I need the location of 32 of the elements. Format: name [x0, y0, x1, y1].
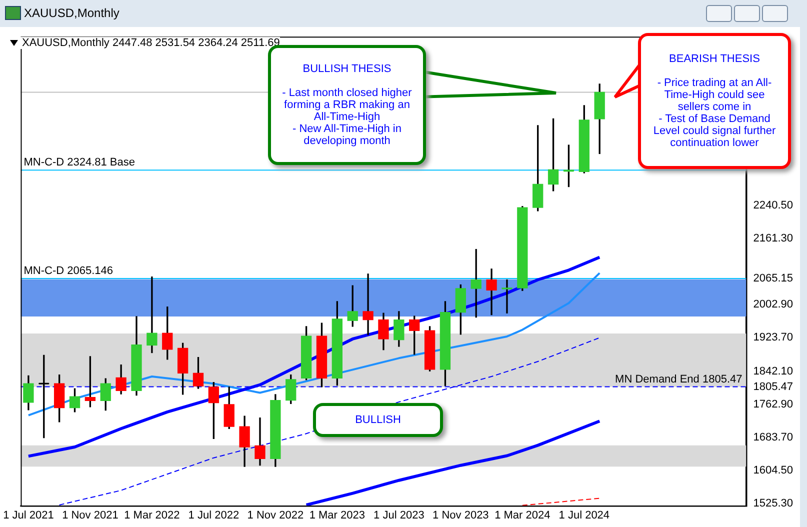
x-tick-label: 1 Jul 2023: [374, 509, 424, 522]
x-tick-label: 1 Mar 2024: [494, 509, 550, 522]
annotation: BULLISH: [355, 414, 401, 426]
y-tick-label: 2002.90: [753, 298, 794, 310]
ref-line-label: MN-C-D 2324.81 Base: [24, 156, 136, 169]
y-tick-label: 2161.30: [753, 232, 794, 244]
chart-title: XAUUSD,Monthly: [24, 6, 120, 20]
y-tick-label: 1842.10: [753, 365, 794, 378]
ref-line-label: MN Demand End 1805.47: [615, 373, 742, 386]
x-tick-label: 1 Mar 2022: [124, 509, 180, 522]
y-tick-label: 1525.30: [753, 498, 794, 510]
annotation: BULLISH THESIS - Last month closed higher forming a RBR making an All-Time-High - New All-Time-High in developing month: [281, 63, 413, 147]
y-tick-label: 1683.70: [753, 432, 794, 444]
x-tick-label: 1 Jul 2024: [558, 509, 610, 522]
y-tick-label: 1923.70: [753, 331, 794, 344]
x-tick-label: 1 Nov 2023: [432, 509, 489, 522]
candlestick: [146, 276, 158, 354]
x-tick-label: 1 Jul 2021: [3, 509, 54, 522]
annotation: BEARISH THESIS - Price trading at an All-Time-High could see sellers come in - Test of Base Demand Level could signal further continuation lower: [652, 53, 777, 149]
y-tick-label: 1762.90: [753, 398, 794, 411]
x-tick-label: 1 Mar 2023: [309, 509, 365, 522]
y-tick-label: 2240.50: [753, 199, 794, 212]
y-tick-label: 1604.50: [753, 464, 794, 477]
y-tick-label: 2065.15: [753, 272, 794, 284]
ref-line-label: MN-C-D 2065.146: [24, 264, 113, 277]
x-tick-label: 1 Jul 2022: [188, 509, 240, 522]
speech-bubble: BULLISH: [313, 403, 443, 437]
y-tick-label: 1805.47: [753, 380, 794, 393]
candlestick: [362, 274, 374, 336]
x-tick-label: 1 Nov 2022: [247, 509, 304, 522]
x-tick-label: 1 Nov 2021: [62, 509, 118, 522]
candlestick: [486, 268, 497, 316]
